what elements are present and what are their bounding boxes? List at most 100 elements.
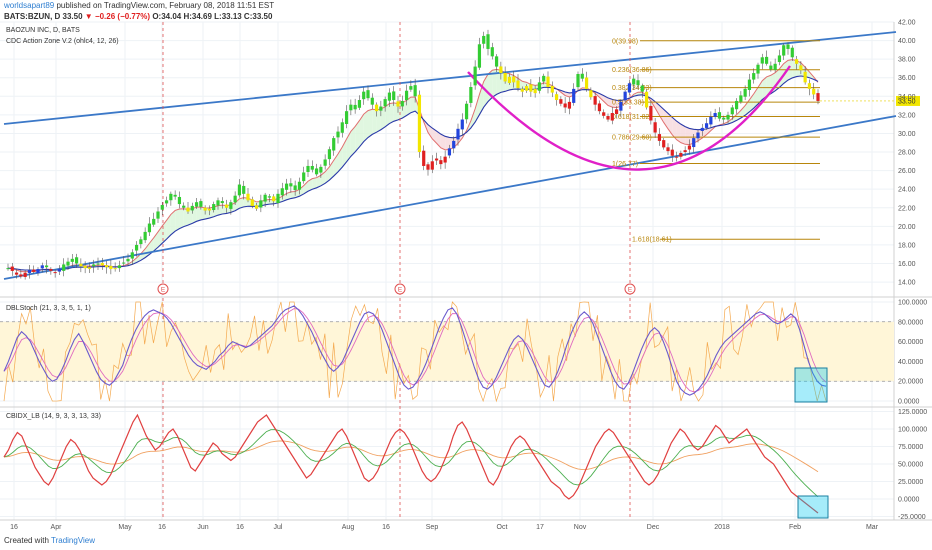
- ema-fill: [308, 178, 313, 192]
- candle-body: [263, 194, 267, 202]
- candle-body: [212, 204, 216, 211]
- candle-body: [246, 193, 250, 201]
- ema-fill: [316, 175, 321, 188]
- ema-fill: [680, 124, 686, 145]
- x-tick-label: Dec: [647, 524, 660, 531]
- candle-body: [70, 258, 74, 262]
- ema-fill: [496, 69, 501, 95]
- ema-fill: [406, 97, 411, 116]
- candle-body: [692, 138, 696, 148]
- candle-body: [666, 147, 670, 152]
- candle-body: [674, 156, 679, 158]
- candle-body: [122, 262, 126, 264]
- stoch-pane[interactable]: [0, 301, 894, 403]
- candle-body: [572, 88, 576, 103]
- cbi-pane[interactable]: [3, 413, 829, 519]
- candle-body: [92, 264, 96, 267]
- price-tick-label: 26.00: [898, 168, 916, 175]
- candle-body: [44, 265, 49, 268]
- candle-body: [602, 112, 606, 116]
- candle-body: [152, 218, 156, 225]
- candle-body: [220, 201, 224, 204]
- author-link[interactable]: worldsapart89: [4, 1, 55, 10]
- candle-body: [396, 101, 400, 107]
- ema-fill: [170, 210, 176, 235]
- candle-body: [62, 264, 66, 271]
- candle-body: [79, 263, 83, 267]
- candle-body: [456, 128, 460, 140]
- candle-body: [207, 208, 212, 211]
- candle-body: [336, 131, 340, 138]
- price-tick-label: 40.00: [898, 38, 916, 45]
- candle-body: [434, 158, 439, 161]
- candle-body: [344, 111, 349, 125]
- fib-level-label: 1.618(18.61): [632, 237, 672, 244]
- candle-body: [319, 166, 323, 173]
- ema-fill: [479, 81, 484, 115]
- cbi-highlight-box: [797, 495, 829, 519]
- stoch-fast-line: [3, 301, 827, 403]
- cbi-tick-label: 25.0000: [898, 479, 923, 486]
- candle-body: [623, 91, 627, 101]
- ema-fill: [320, 171, 326, 186]
- candle-body: [323, 159, 327, 166]
- candle-body: [177, 196, 182, 205]
- ema-fill: [428, 124, 433, 139]
- candle-body: [32, 269, 36, 272]
- earnings-marker-label: E: [161, 287, 166, 294]
- price-tick-label: 42.00: [898, 20, 916, 27]
- ema-fill: [706, 127, 711, 135]
- candle-body: [760, 57, 764, 64]
- candle-body: [752, 73, 756, 80]
- x-tick-label: Aug: [342, 524, 355, 531]
- candle-body: [747, 79, 752, 90]
- candle-body: [640, 85, 644, 92]
- candle-body: [734, 100, 739, 110]
- ema-fill: [672, 117, 677, 140]
- x-tick-label: Jul: [274, 524, 283, 531]
- fib-level-label: 0.618(31.82): [612, 114, 652, 121]
- candle-body: [23, 272, 27, 277]
- tradingview-brand[interactable]: TradingView: [51, 536, 96, 545]
- candle-body: [417, 94, 422, 153]
- candle-body: [644, 91, 649, 108]
- ema-fill: [410, 96, 416, 113]
- x-tick-label: Mar: [866, 524, 879, 531]
- candle-body: [799, 65, 803, 71]
- candle-body: [272, 196, 276, 202]
- candle-body: [293, 185, 297, 191]
- candle-body: [816, 93, 820, 101]
- ema-fill: [350, 126, 356, 157]
- earnings-marker: [624, 283, 636, 295]
- candle-body: [443, 156, 447, 163]
- stoch-tick-label: 100.0000: [898, 299, 927, 306]
- ema-fill: [218, 205, 223, 216]
- candle-body: [512, 76, 516, 83]
- stoch-tick-label: 20.0000: [898, 379, 923, 386]
- candle-body: [777, 55, 782, 63]
- indicator-title: CDC Action Zone V.2 (ohlc4, 12, 26): [6, 38, 119, 45]
- change-text: ▼ −0.26 (−0.77%): [84, 12, 151, 21]
- candle-body: [537, 82, 542, 91]
- price-tick-label: 36.00: [898, 75, 916, 82]
- lower-trendline: [3, 115, 897, 280]
- candle-body: [182, 205, 186, 208]
- candle-body: [619, 101, 623, 111]
- price-pane[interactable]: 0(39.98) 0.236(36.86) 0.382(34.93) 0.5(33.3…: [3, 22, 920, 520]
- candle-body: [254, 205, 259, 209]
- price-tick-label: 34.00: [898, 94, 916, 101]
- candle-body: [696, 132, 700, 139]
- fib-level-label: 1(26.77): [612, 161, 638, 168]
- stoch-title: DBLStoch (21, 3, 3, 5, 1, 1): [6, 305, 91, 312]
- candle-body: [606, 116, 610, 120]
- fib-level-label: 0.236(36.86): [612, 67, 652, 74]
- price-tick-label: 30.00: [898, 131, 916, 138]
- created-with: Created with: [4, 536, 49, 545]
- ema-fill: [389, 102, 394, 124]
- candle-body: [370, 97, 374, 105]
- candle-body: [794, 59, 799, 64]
- candle-body: [559, 99, 563, 104]
- candle-body: [589, 90, 593, 98]
- candle-body: [700, 127, 704, 131]
